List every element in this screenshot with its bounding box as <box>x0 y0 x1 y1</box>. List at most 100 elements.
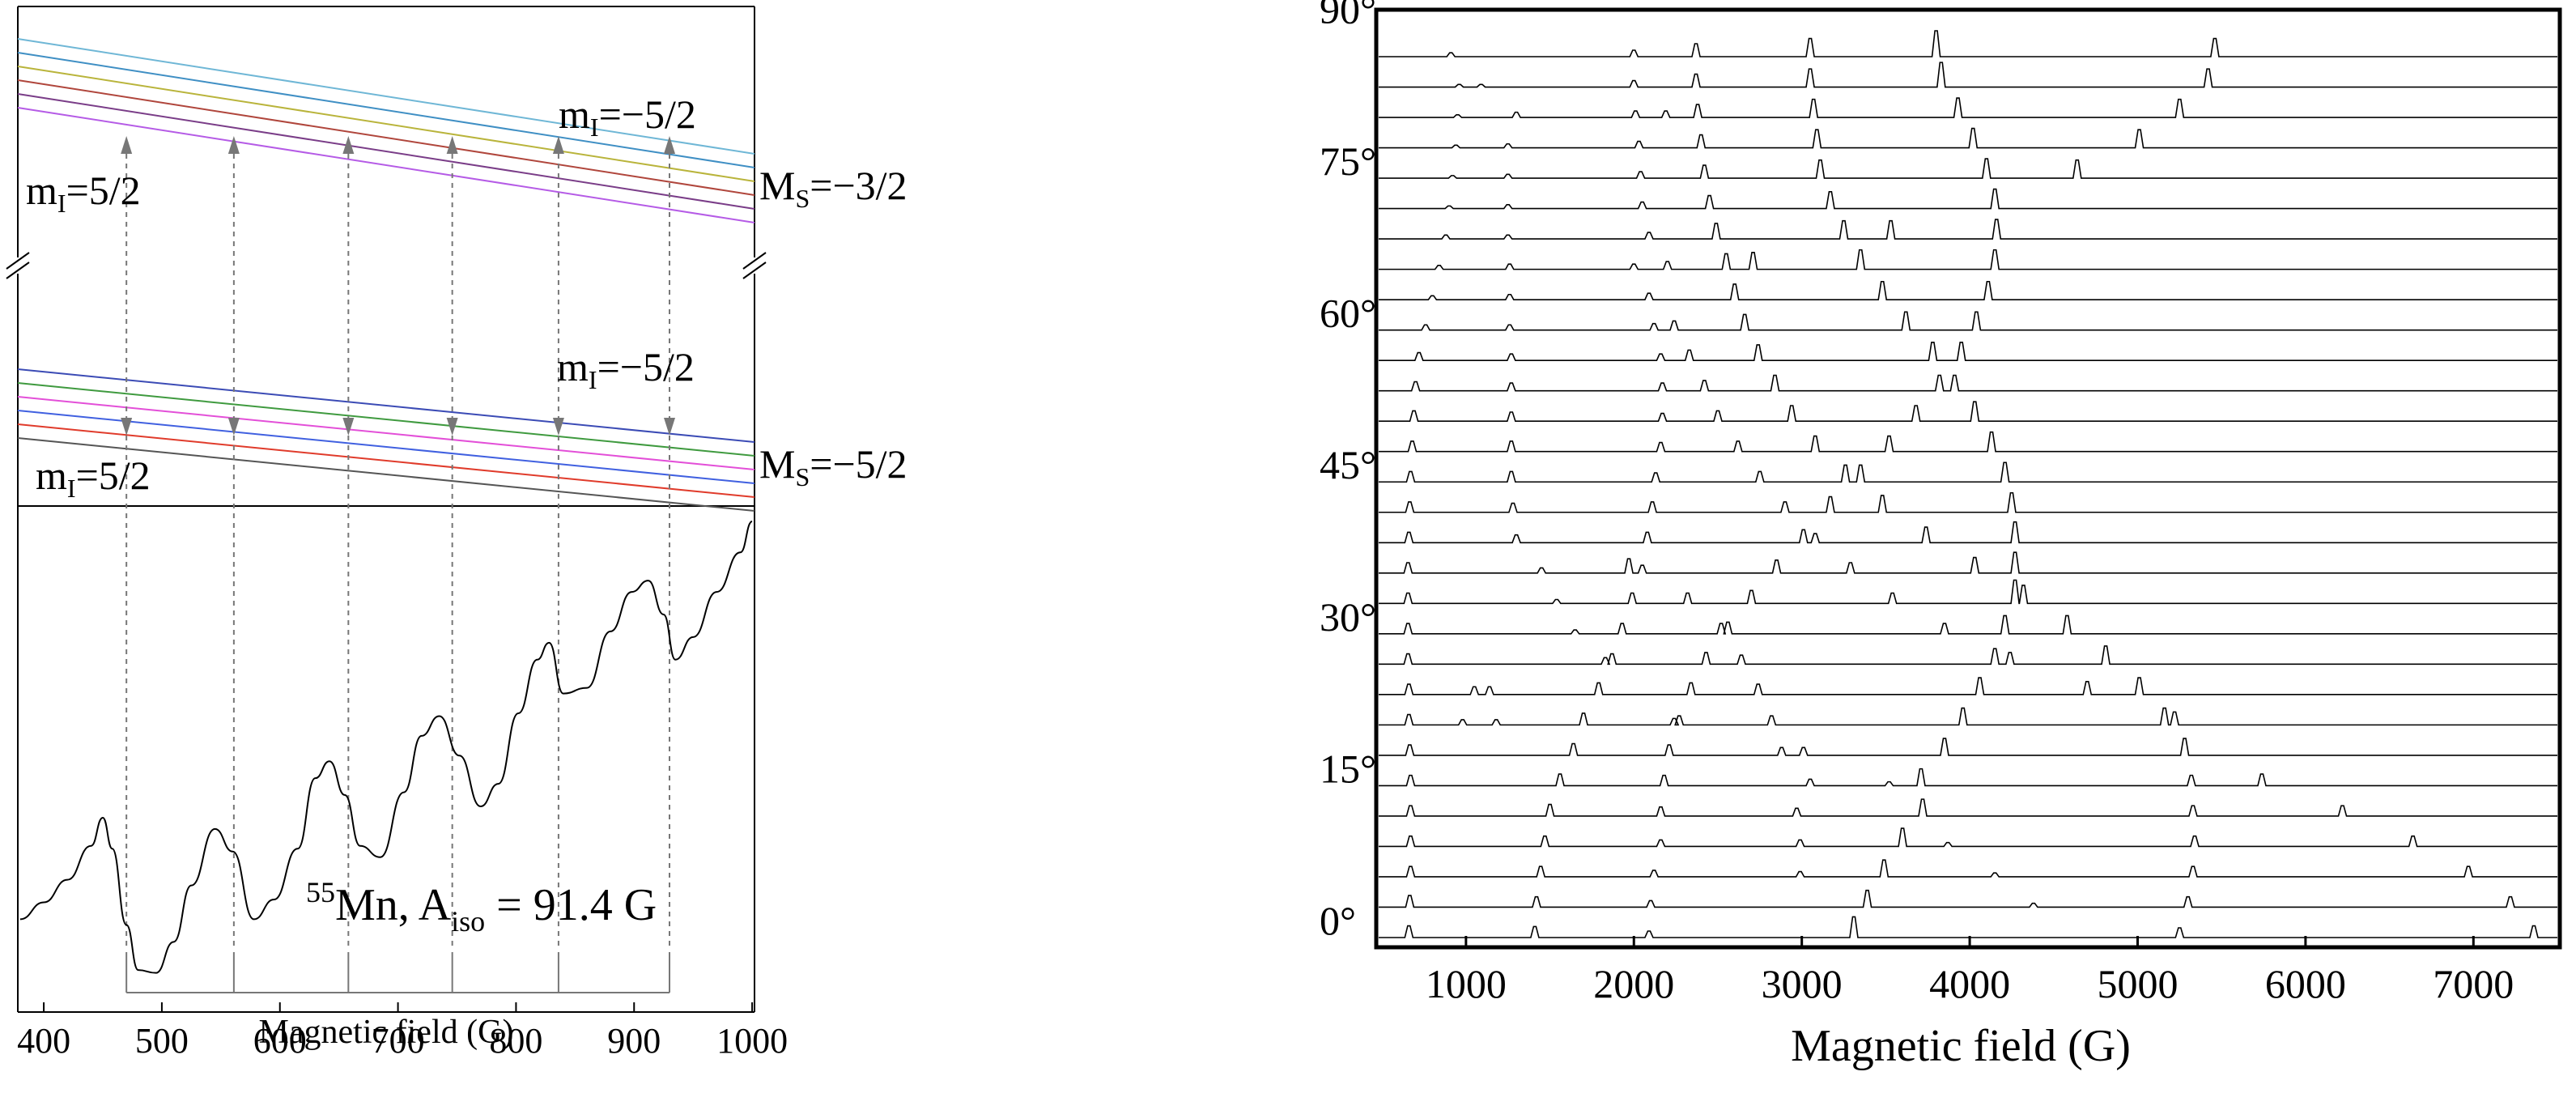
angle-label: 75° <box>1320 138 1376 184</box>
right-x-tick-label: 7000 <box>2433 961 2514 1006</box>
left-x-axis-label: Magnetic field (G) <box>259 1014 514 1051</box>
transition-arrowhead-up <box>446 136 458 154</box>
left-x-tick-label: 700 <box>372 1021 425 1061</box>
lower-level-line <box>17 382 755 457</box>
right-x-axis-label: Magnetic field (G) <box>1791 1021 2131 1071</box>
upper-level-line <box>17 38 755 155</box>
upper-mI-top-label: mI=−5/2 <box>559 91 696 142</box>
angle-trace <box>1379 827 2557 848</box>
lower-Ms-label: MS=−5/2 <box>759 441 908 491</box>
lower-mI-top-label: mI=−5/2 <box>557 344 695 394</box>
upper-level-line <box>17 107 755 223</box>
right-x-tick-label: 4000 <box>1929 961 2010 1006</box>
angle-labels: 90° 75° 60° 45° 30° 15° 0° <box>1320 0 1376 943</box>
right-x-tick-label: 1000 <box>1426 961 1507 1006</box>
angle-trace <box>1379 889 2557 908</box>
upper-Ms-label: MS=−3/2 <box>759 163 908 213</box>
transition-arrowhead-up <box>227 136 240 154</box>
transition-arrowhead-down <box>552 418 564 436</box>
angle-trace <box>1379 341 2557 361</box>
upper-level-line <box>17 93 755 210</box>
right-x-tick-label: 5000 <box>2097 961 2178 1006</box>
lower-mI-left-label: mI=5/2 <box>36 453 151 503</box>
angle-trace <box>1379 219 2557 240</box>
axis-break-right-2 <box>742 262 767 279</box>
transition-arrowhead-down <box>227 418 240 436</box>
angle-trace <box>1379 645 2557 666</box>
left-x-tick-label: 800 <box>489 1021 542 1061</box>
transition-arrowhead-down <box>664 418 675 436</box>
left-x-tick-label: 900 <box>607 1021 661 1061</box>
transition-arrowhead-down <box>121 418 133 436</box>
angle-label: 0° <box>1320 898 1356 943</box>
left-x-tick-label: 500 <box>135 1021 189 1061</box>
angular-traces <box>1379 30 2557 938</box>
transition-arrowhead-down <box>342 418 355 436</box>
angle-trace <box>1379 97 2557 118</box>
transition-arrowhead-up <box>342 136 355 154</box>
right-x-tick-label: 6000 <box>2265 961 2346 1006</box>
transition-arrowhead-up <box>664 136 675 154</box>
angle-trace <box>1379 916 2557 938</box>
angle-trace <box>1379 374 2557 392</box>
axis-break-left-2 <box>6 262 30 279</box>
angle-trace <box>1379 62 2557 88</box>
right-chart: 90° 75° 60° 45° 30° 15° 0° 1000 2000 3000 4000 500… <box>1320 0 2562 1071</box>
upper-level-line <box>17 52 755 168</box>
upper-mI-left-label: mI=5/2 <box>26 168 141 218</box>
angle-trace <box>1379 677 2557 695</box>
left-x-tick-label: 400 <box>17 1021 70 1061</box>
transition-arrowhead-down <box>446 418 458 436</box>
angle-trace <box>1379 158 2557 179</box>
angle-trace <box>1379 127 2557 149</box>
angle-trace <box>1379 707 2557 726</box>
angle-trace <box>1379 521 2557 544</box>
right-x-tick-label: 2000 <box>1593 961 1674 1006</box>
angle-trace <box>1379 768 2557 787</box>
epr-spectrum-line <box>19 520 753 974</box>
angle-trace <box>1379 579 2557 605</box>
right-x-ticks: 1000 2000 3000 4000 5000 6000 7000 <box>1426 936 2514 1006</box>
angle-trace <box>1379 738 2557 756</box>
angle-label: 45° <box>1320 442 1376 487</box>
lower-level-line <box>17 368 755 443</box>
axis-break-right-1 <box>742 252 767 270</box>
lower-level-line <box>17 396 755 470</box>
left-x-ticks: 400 500 600 700 800 900 1000 <box>17 1002 788 1061</box>
lower-level-line <box>17 410 755 484</box>
left-x-tick-label: 600 <box>253 1021 307 1061</box>
angle-trace <box>1379 431 2557 453</box>
angle-trace <box>1379 551 2557 574</box>
transition-arrowhead-up <box>552 136 564 154</box>
angle-trace <box>1379 311 2557 331</box>
angle-label: 30° <box>1320 594 1376 640</box>
left-chart: 400 500 600 700 800 900 1000 mI=−5/2 mI=5/2 MS… <box>6 6 908 1061</box>
upper-energy-levels <box>17 38 755 223</box>
angle-trace <box>1379 859 2557 878</box>
angle-trace <box>1379 249 2557 270</box>
axis-break-left-1 <box>6 252 30 270</box>
angle-trace <box>1379 401 2557 423</box>
transition-arrowhead-up <box>121 136 133 154</box>
transition-markers <box>121 136 675 946</box>
angle-label: 60° <box>1320 291 1376 336</box>
angle-trace <box>1379 188 2557 210</box>
lower-energy-levels <box>17 368 755 512</box>
lower-level-line <box>17 423 755 498</box>
upper-level-line <box>17 66 755 182</box>
upper-level-line <box>17 79 755 196</box>
angle-trace <box>1379 280 2557 300</box>
right-plot-frame <box>1374 7 2562 950</box>
angle-label: 90° <box>1320 0 1376 32</box>
left-x-tick-label: 1000 <box>716 1021 788 1061</box>
angle-trace <box>1379 461 2557 483</box>
lower-level-line <box>17 437 755 512</box>
hyperfine-annotation: 55Mn, Aiso = 91.4 G <box>306 876 657 938</box>
angle-label: 15° <box>1320 746 1376 791</box>
right-x-tick-label: 3000 <box>1762 961 1843 1006</box>
stick-spectrum <box>125 952 670 993</box>
angle-trace <box>1379 798 2557 817</box>
angle-trace <box>1379 30 2557 57</box>
angle-trace <box>1379 615 2557 635</box>
